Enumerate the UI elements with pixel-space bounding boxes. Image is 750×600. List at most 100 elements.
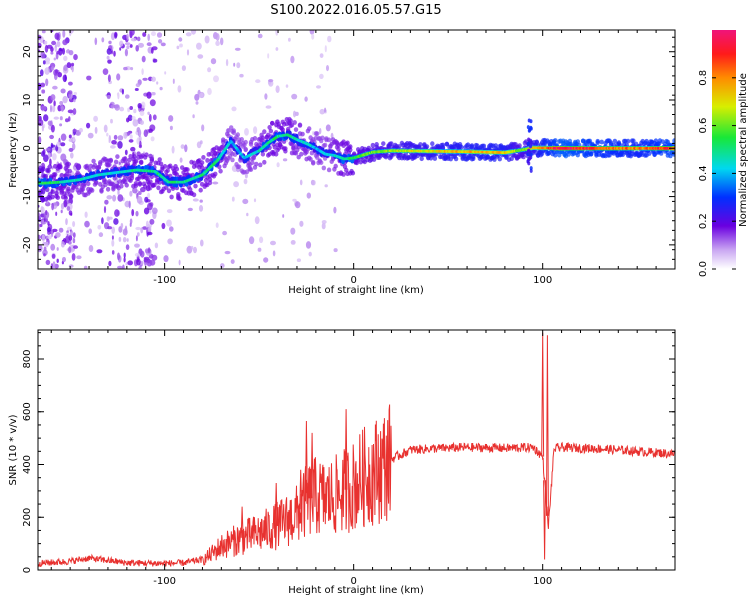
ridge-halo (113, 159, 119, 165)
snr-panel: -100 0 100 0 200 400 600 800 Height of straight… (8, 329, 676, 596)
noise-speckle (166, 219, 172, 227)
noise-speckle (129, 106, 133, 110)
x-tick-label: -100 (153, 275, 176, 286)
ridge-halo (345, 140, 350, 146)
noise-speckle (104, 199, 109, 205)
ridge-halo (252, 136, 258, 141)
noise-speckle (84, 220, 90, 228)
y-tick-label: 400 (22, 455, 33, 474)
noise-speckle (51, 202, 54, 211)
ridge-halo (157, 180, 162, 185)
noise-speckle (117, 194, 124, 202)
noise-speckle (290, 55, 295, 64)
noise-speckle (111, 239, 115, 247)
noise-speckle (64, 64, 68, 72)
ridge-halo (199, 160, 205, 166)
noise-speckle (124, 149, 128, 156)
noise-speckle (71, 62, 75, 67)
ridge-halo (115, 154, 120, 160)
noise-speckle (73, 98, 76, 103)
noise-speckle (294, 201, 301, 209)
noise-speckle (116, 73, 121, 81)
ridge-halo (107, 162, 112, 168)
noise-speckle (230, 259, 235, 264)
artefact-blob (527, 161, 531, 166)
ridge-halo (299, 151, 304, 157)
noise-speckle (204, 35, 210, 44)
noise-speckle (50, 124, 55, 133)
noise-speckle (138, 191, 142, 195)
noise-speckle (138, 42, 144, 48)
noise-speckle (272, 250, 276, 257)
noise-speckle (60, 133, 67, 141)
noise-speckle (172, 78, 175, 85)
noise-speckle (146, 91, 152, 99)
noise-speckle (179, 43, 183, 48)
noise-speckle (45, 201, 51, 207)
noise-speckle (66, 233, 69, 242)
noise-speckle (94, 37, 98, 46)
noise-speckle (123, 131, 128, 139)
noise-speckle (127, 107, 130, 113)
ridge-halo (144, 152, 149, 158)
noise-speckle (326, 65, 329, 72)
noise-speckle (151, 254, 158, 261)
noise-speckle (106, 55, 110, 60)
noise-speckle (111, 140, 117, 145)
snr-spike (274, 482, 278, 527)
noise-speckle (111, 250, 115, 255)
noise-speckle (146, 259, 153, 267)
colorbar-tick-label: 0.4 (698, 165, 709, 181)
noise-speckle (129, 134, 133, 139)
spectrogram-y-label: Frequency (Hz) (8, 112, 19, 188)
noise-speckle (106, 94, 111, 100)
noise-speckle (39, 223, 43, 228)
noise-speckle (55, 232, 61, 238)
noise-speckle (186, 49, 190, 56)
noise-speckle (321, 220, 327, 224)
noise-speckle (119, 47, 122, 51)
noise-speckle (62, 95, 68, 104)
noise-speckle (142, 32, 147, 37)
ridge-halo (105, 186, 111, 192)
noise-speckle (316, 85, 321, 89)
y-tick-label: 600 (22, 402, 33, 421)
figure-title: S100.2022.016.05.57.G15 (270, 3, 441, 18)
noise-speckle (138, 129, 142, 137)
noise-speckle (88, 228, 92, 234)
noise-speckle (239, 73, 244, 78)
noise-speckle (114, 32, 118, 39)
noise-speckle (149, 99, 156, 107)
noise-speckle (73, 245, 78, 249)
snr-spike (305, 420, 308, 502)
ridge-halo (133, 183, 139, 189)
ridge-halo (424, 144, 430, 150)
noise-speckle (151, 46, 158, 51)
noise-speckle (134, 252, 140, 257)
ridge-halo (84, 163, 90, 169)
noise-speckle (113, 134, 118, 140)
ridge-halo (198, 187, 203, 193)
noise-speckle (117, 265, 123, 269)
noise-speckle (94, 126, 98, 134)
noise-speckle (73, 54, 78, 61)
noise-speckle (126, 33, 129, 40)
noise-speckle (68, 50, 74, 56)
noise-speckle (119, 106, 125, 112)
noise-speckle (132, 119, 139, 127)
noise-speckle (333, 206, 337, 214)
noise-speckle (43, 114, 49, 122)
ridge-halo (176, 192, 181, 197)
ridge-halo (374, 142, 379, 147)
noise-speckle (72, 136, 76, 143)
noise-speckle (129, 218, 133, 225)
noise-speckle (60, 88, 66, 94)
noise-speckle (46, 44, 53, 49)
ridge-halo (625, 138, 631, 144)
ridge-halo (136, 151, 141, 157)
noise-speckle (136, 258, 141, 266)
noise-speckle (244, 127, 249, 136)
noise-speckle (147, 192, 151, 199)
